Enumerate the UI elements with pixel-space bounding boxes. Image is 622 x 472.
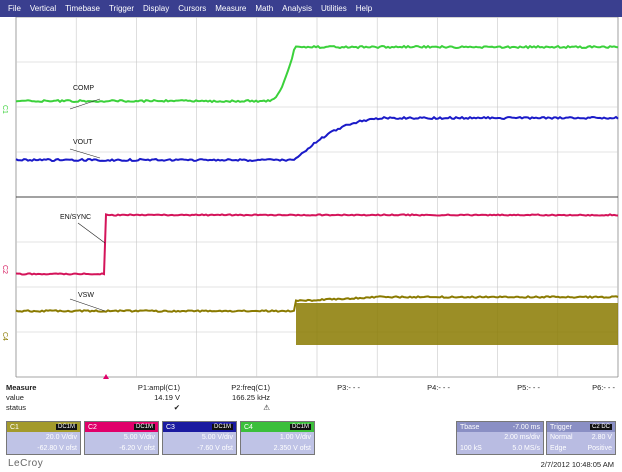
menu-display[interactable]: Display [143, 4, 169, 13]
channel-c2-coupling: DC1M [134, 424, 155, 430]
measure-p5-name[interactable]: P5:- - - [460, 383, 540, 392]
measure-p2-value: 166.25 kHz [190, 393, 270, 402]
channel-c1-id: C1 [10, 424, 19, 431]
trigger-source: C2 DC [590, 424, 612, 430]
timebase-delay: -7.00 ms [513, 424, 540, 431]
menu-bar: File Vertical Timebase Trigger Display C… [0, 0, 622, 17]
timebase-tdiv: 2.00 ms/div [504, 432, 540, 443]
waveform-grid: C1 C2 C4 [0, 17, 622, 380]
channel-c4-coupling: DC1M [290, 424, 311, 430]
trigger-level: 2.80 V [592, 432, 612, 443]
channel-c1-offset: -62.80 V ofst [7, 443, 80, 454]
measure-p1-value: 14.19 V [100, 393, 180, 402]
channel-c2-id: C2 [88, 424, 97, 431]
vsw-channel-marker: C4 [1, 332, 8, 341]
measure-p2-name[interactable]: P2:freq(C1) [190, 383, 270, 392]
measure-panel: Measure value status P1:ampl(C1) 14.19 V… [0, 382, 622, 418]
comp-label: COMP [73, 85, 94, 92]
trigger-position-marker [103, 374, 109, 379]
vsw-switching-band [296, 303, 618, 345]
channel-c1-descriptor[interactable]: C1 DC1M 20.0 V/div -62.80 V ofst [6, 421, 81, 455]
channel-c2-descriptor[interactable]: C2 DC1M 5.00 V/div -6.20 V ofst [84, 421, 159, 455]
comp-channel-marker: C1 [1, 105, 8, 114]
vout-label-leader [70, 149, 100, 158]
channel-c4-vdiv: 1.00 V/div [241, 432, 314, 443]
channel-c3-descriptor[interactable]: C3 DC1M 5.00 V/div -7.60 V ofst [162, 421, 237, 455]
menu-cursors[interactable]: Cursors [178, 4, 206, 13]
trigger-slope: Positive [587, 443, 612, 454]
timebase-label: Tbase [460, 424, 479, 431]
channel-c2-vdiv: 5.00 V/div [85, 432, 158, 443]
menu-file[interactable]: File [8, 4, 21, 13]
trigger-type: Edge [550, 443, 566, 454]
channel-c3-vdiv: 5.00 V/div [163, 432, 236, 443]
channel-c4-id: C4 [244, 424, 253, 431]
timebase-samples: 100 kS [460, 443, 482, 454]
channel-c3-id: C3 [166, 424, 175, 431]
measure-p1-name[interactable]: P1:ampl(C1) [100, 383, 180, 392]
timebase-descriptor[interactable]: Tbase -7.00 ms 2.00 ms/div 100 kS 5.0 MS/s [456, 421, 544, 455]
measure-p4-name[interactable]: P4:- - - [370, 383, 450, 392]
measure-p2-status: ⚠ [190, 403, 270, 412]
menu-vertical[interactable]: Vertical [30, 4, 56, 13]
menu-measure[interactable]: Measure [215, 4, 246, 13]
ensync-label: EN/SYNC [60, 214, 91, 221]
menu-analysis[interactable]: Analysis [282, 4, 312, 13]
timebase-rate: 5.0 MS/s [512, 443, 540, 454]
ensync-label-leader [78, 223, 105, 243]
trigger-descriptor[interactable]: Trigger C2 DC Normal 2.80 V Edge Positive [546, 421, 616, 455]
channel-c3-coupling: DC1M [212, 424, 233, 430]
trigger-label: Trigger [550, 424, 572, 431]
vsw-label-leader [70, 299, 105, 311]
ensync-channel-marker: C2 [1, 265, 8, 274]
menu-help[interactable]: Help [356, 4, 372, 13]
vout-label: VOUT [73, 139, 92, 146]
channel-c4-descriptor[interactable]: C4 DC1M 1.00 V/div 2.350 V ofst [240, 421, 315, 455]
channel-c1-coupling: DC1M [56, 424, 77, 430]
measure-p1-status: ✔ [100, 403, 180, 412]
channel-c1-vdiv: 20.0 V/div [7, 432, 80, 443]
brand-logo: LeCroy [8, 458, 43, 469]
waveform-display[interactable]: C1 C2 C4 COMP VOUT EN/SYNC VSW [0, 17, 622, 380]
menu-trigger[interactable]: Trigger [109, 4, 134, 13]
channel-descriptors: C1 DC1M 20.0 V/div -62.80 V ofst C2 DC1M 5… [0, 421, 622, 456]
measure-value-row-label: value [6, 393, 24, 402]
menu-timebase[interactable]: Timebase [65, 4, 100, 13]
measure-status-row-label: status [6, 403, 26, 412]
menu-math[interactable]: Math [255, 4, 273, 13]
capture-timestamp: 2/7/2012 10:48:05 AM [541, 460, 614, 469]
measure-p6-name[interactable]: P6:- - - [535, 383, 615, 392]
channel-c2-offset: -6.20 V ofst [85, 443, 158, 454]
measure-p3-name[interactable]: P3:- - - [280, 383, 360, 392]
menu-utilities[interactable]: Utilities [321, 4, 347, 13]
trigger-mode: Normal [550, 432, 573, 443]
vsw-label: VSW [78, 292, 94, 299]
channel-c4-offset: 2.350 V ofst [241, 443, 314, 454]
channel-c3-offset: -7.60 V ofst [163, 443, 236, 454]
measure-title: Measure [6, 383, 36, 392]
